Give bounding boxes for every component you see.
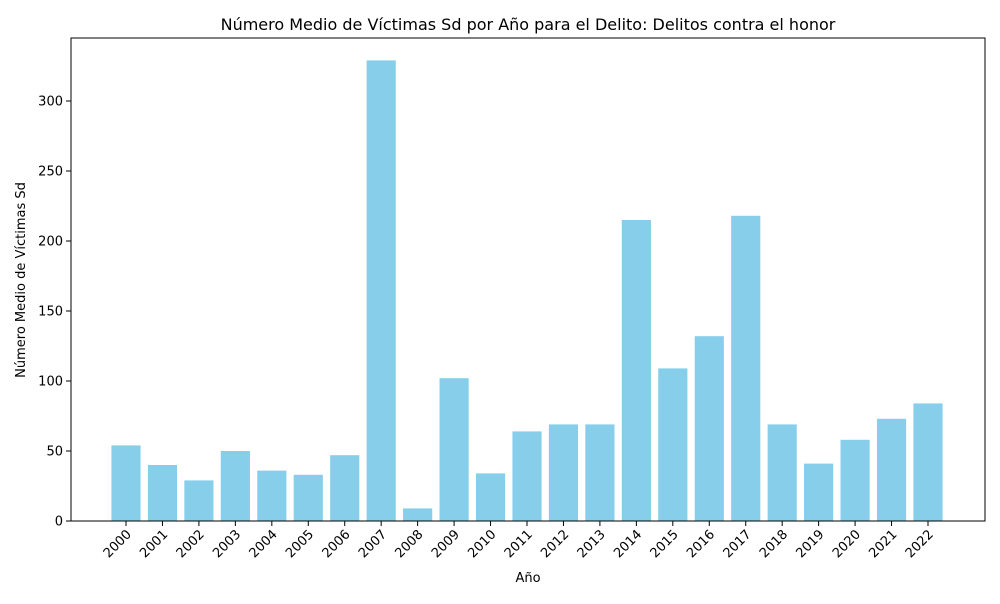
x-tick-label: 2007 [356,527,390,561]
x-tick-label: 2020 [830,527,864,561]
x-tick-label: 2010 [465,527,499,561]
x-tick-label: 2014 [611,527,645,561]
bar-2011 [512,431,542,521]
x-tick-label: 2001 [137,527,171,561]
x-tick-label: 2008 [392,527,426,561]
bar-2010 [475,473,506,521]
plot-frame [70,37,986,522]
bar-2016 [694,336,724,521]
y-tick-label: 300 [38,95,63,110]
bar-2000 [111,445,141,521]
x-tick-label: 2002 [174,527,208,561]
bar-2013 [585,424,615,521]
x-tick-label: 2017 [721,527,755,561]
y-tick-label: 50 [46,445,63,460]
bar-2003 [220,451,250,521]
y-tick-label: 0 [55,515,63,530]
x-tick-label: 2015 [648,527,682,561]
x-tick-label: 2006 [320,527,354,561]
bar-2009 [439,378,469,521]
bar-2021 [876,418,907,521]
x-tick-label: 2019 [793,527,827,561]
bar-2012 [548,424,579,521]
bar-2001 [147,465,178,521]
x-tick-label: 2000 [101,527,135,561]
x-axis-label: Año [515,571,540,586]
x-tick-label: 2003 [210,527,244,561]
y-tick-label: 200 [38,235,63,250]
y-tick-label: 250 [38,165,63,180]
bar-2002 [184,480,214,521]
bar-2020 [840,439,870,521]
x-tick-label: 2018 [757,527,791,561]
bar-2022 [913,403,943,521]
bar-2004 [257,470,287,521]
x-tick-label: 2022 [903,527,937,561]
bar-2006 [330,455,360,521]
x-tick-label: 2005 [283,527,317,561]
bar-2017 [731,215,761,522]
y-tick-label: 100 [38,375,63,390]
bar-2007 [366,60,396,522]
bar-2019 [804,463,834,521]
bar-2015 [658,368,688,521]
bar-2005 [293,474,323,521]
bar-2018 [767,424,797,521]
y-axis-label: Número Medio de Víctimas Sd [14,182,29,378]
x-tick-label: 2009 [429,527,463,561]
x-axis: 2000 2001 2002 2003 2004 2005 2006 2007 2008 2009… [101,521,937,561]
x-tick-label: 2021 [866,527,900,561]
x-tick-label: 2011 [502,527,536,561]
bars-group [111,60,943,522]
bar-2008 [403,508,433,521]
bar-2014 [621,220,651,521]
x-tick-label: 2012 [538,527,572,561]
chart-title: Número Medio de Víctimas Sd por Año para… [221,15,836,34]
x-tick-label: 2004 [247,527,281,561]
x-tick-label: 2016 [684,527,718,561]
y-axis: 0 50 100 150 200 250 300 [38,95,71,530]
x-tick-label: 2013 [575,527,609,561]
y-tick-label: 150 [38,305,63,320]
